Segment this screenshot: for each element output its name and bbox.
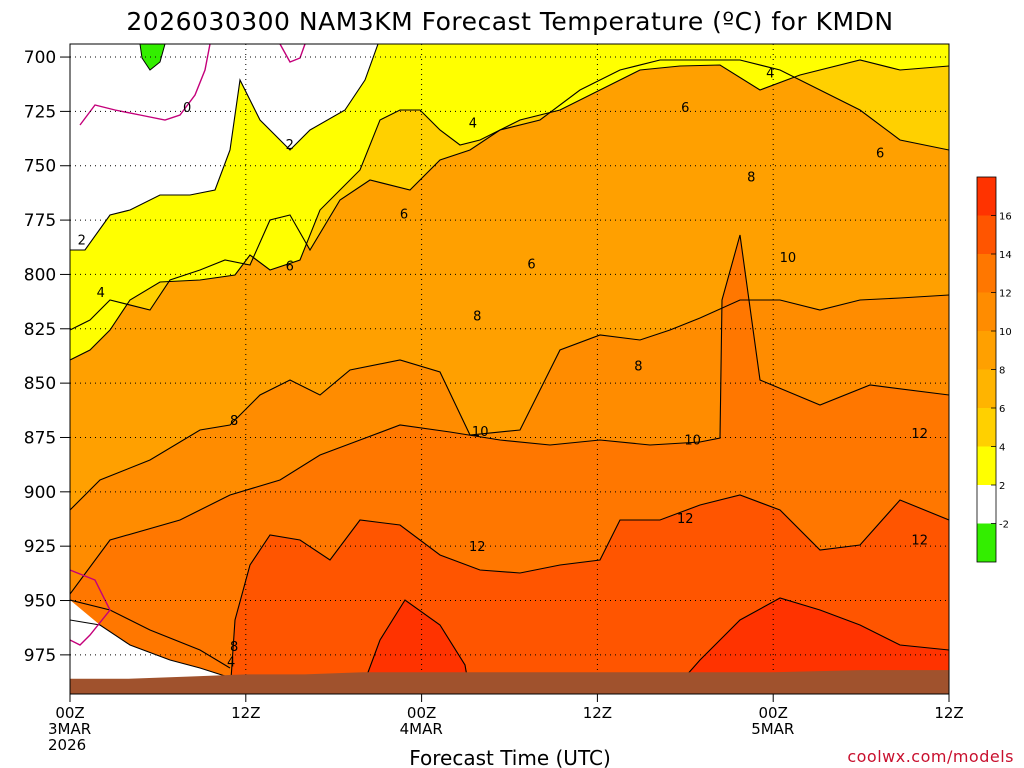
x-tick-label: 12Z — [231, 704, 260, 722]
contour-label: 12 — [677, 512, 694, 527]
contour-label: 2 — [78, 234, 86, 249]
colorbar-label: 10 — [999, 327, 1012, 338]
x-tick-label: 5MAR — [751, 720, 794, 738]
contour-label: 12 — [469, 540, 486, 555]
colorbar-label: 4 — [999, 443, 1005, 454]
x-tick-label: 00Z — [55, 704, 84, 722]
colorbar-segment — [977, 369, 996, 408]
contour-label: 6 — [400, 208, 408, 223]
contour-label: 8 — [230, 640, 238, 655]
contour-label: 6 — [527, 258, 535, 273]
colorbar-label: 8 — [999, 366, 1005, 377]
x-tick-label: 00Z — [407, 704, 436, 722]
x-tick-label: 12Z — [934, 704, 963, 722]
colorbar-segment — [977, 215, 996, 254]
x-tick-label: 12Z — [583, 704, 612, 722]
colorbar-label: -2 — [999, 520, 1009, 531]
gridlines — [70, 44, 949, 694]
contour-label: 6 — [681, 101, 689, 116]
contour-label: 12 — [911, 427, 928, 442]
colorbar-segment — [977, 523, 996, 562]
colorbar-segment — [977, 485, 996, 524]
colorbar-segment — [977, 446, 996, 485]
contour-label: 4 — [227, 655, 235, 670]
y-tick-label: 725 — [24, 102, 56, 122]
contour-lines — [70, 44, 949, 694]
x-axis-label: Forecast Time (UTC) — [409, 746, 611, 768]
colorbar-segment — [977, 331, 996, 370]
minus2-contour — [139, 44, 166, 71]
band-14-16 — [360, 598, 949, 694]
contour-label: 10 — [780, 251, 797, 266]
x-tick-label: 4MAR — [400, 720, 443, 738]
y-axis: 700 725 750 775 800 825 850 875 900 925 950 975 — [24, 48, 70, 666]
contour-label: 8 — [747, 171, 755, 186]
colorbar-segment — [977, 177, 996, 216]
y-tick-label: 825 — [24, 320, 56, 340]
contour-label: 6 — [286, 260, 294, 275]
colorbar-segment — [977, 292, 996, 331]
y-tick-label: 900 — [24, 483, 56, 503]
credit-text: coolwx.com/models — [847, 747, 1014, 766]
contour-label: 8 — [634, 360, 642, 375]
band-below-0-lower — [70, 600, 225, 694]
x-tick-label: 2026 — [48, 736, 86, 754]
band-below-0 — [70, 44, 378, 250]
y-tick-label: 925 — [24, 537, 56, 557]
x-tick-label: 3MAR — [48, 720, 91, 738]
contour-label: 4 — [469, 116, 477, 131]
zero-contour — [70, 44, 306, 646]
colorbar-label: 16 — [999, 212, 1012, 223]
contour-label: 6 — [876, 147, 884, 162]
y-tick-label: 850 — [24, 374, 56, 394]
colorbar-segment — [977, 254, 996, 293]
colorbar-label: 12 — [999, 289, 1012, 300]
colorbar-label: 14 — [999, 250, 1012, 261]
contour-label: 8 — [230, 414, 238, 429]
y-tick-label: 750 — [24, 157, 56, 177]
contour-label: 12 — [911, 534, 928, 549]
x-tick-label: 00Z — [759, 704, 788, 722]
y-tick-label: 800 — [24, 265, 56, 285]
band-0-2 — [70, 44, 949, 360]
contour-label: 10 — [472, 425, 489, 440]
colorbar: 16 14 12 10 8 6 4 2 -2 — [976, 176, 1012, 563]
contour-label: 8 — [473, 310, 481, 325]
colorbar-segment — [977, 408, 996, 447]
contour-label: 4 — [766, 66, 774, 81]
colorbar-label: 2 — [999, 481, 1005, 492]
contour-label: 0 — [183, 101, 191, 116]
y-tick-label: 875 — [24, 428, 56, 448]
contour-label: 10 — [684, 434, 701, 449]
y-tick-label: 975 — [24, 646, 56, 666]
colorbar-label: 6 — [999, 404, 1005, 415]
contour-label: 2 — [286, 138, 294, 153]
y-tick-label: 775 — [24, 211, 56, 231]
y-tick-label: 700 — [24, 48, 56, 68]
chart-title: 2026030300 NAM3KM Forecast Temperature (… — [126, 7, 893, 36]
contour-label: 4 — [97, 286, 105, 301]
plot-frame — [69, 43, 950, 695]
terrain — [70, 670, 949, 694]
y-tick-label: 950 — [24, 592, 56, 612]
